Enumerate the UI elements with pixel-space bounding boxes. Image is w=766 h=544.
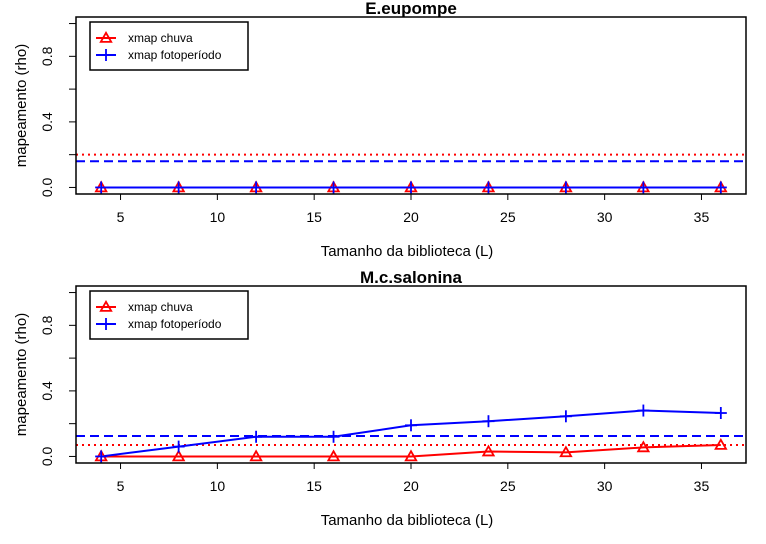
data-point-fotoperiodo: [405, 419, 417, 432]
data-point-chuva: [171, 449, 186, 462]
x-tick-label: 20: [403, 478, 419, 494]
x-tick-label: 30: [597, 209, 613, 225]
y-axis-label: mapeamento (rho): [13, 44, 30, 167]
chart-panel-1: E.eupompe 5 10 15 20 25 30 35 0.0 0.4 0.8 Tamanho d…: [13, 0, 747, 260]
chart-title: E.eupompe: [365, 0, 457, 18]
x-tick-label: 10: [210, 478, 226, 494]
data-point-fotoperiodo: [405, 181, 417, 194]
data-point-fotoperiodo: [95, 181, 108, 194]
data-point-fotoperiodo: [482, 181, 495, 194]
legend: xmap chuva xmap fotoperíodo: [89, 21, 249, 71]
data-point-fotoperiodo: [327, 181, 340, 194]
data-point-chuva: [714, 437, 728, 450]
data-point-chuva: [404, 449, 418, 462]
legend-label-chuva: xmap chuva: [128, 300, 193, 314]
legend-marker-chuva: [99, 299, 113, 312]
data-point-fotoperiodo: [559, 181, 572, 194]
x-tick-label: 35: [694, 478, 710, 494]
legend-marker-chuva: [99, 30, 113, 43]
x-tick-label: 15: [306, 478, 322, 494]
legend-marker-fotoperiodo: [100, 318, 112, 330]
legend: xmap chuva xmap fotoperíodo: [89, 290, 249, 340]
series-line-chuva: [101, 443, 721, 458]
chart-title: M.c.salonina: [360, 268, 463, 287]
data-point-fotoperiodo: [172, 181, 185, 194]
data-point-chuva: [326, 449, 341, 462]
x-tick-label: 5: [117, 478, 125, 494]
x-tick-label: 30: [597, 478, 613, 494]
data-point-fotoperiodo: [482, 415, 495, 428]
legend-label-chuva: xmap chuva: [128, 31, 193, 45]
x-tick-label: 25: [500, 209, 516, 225]
y-tick-label: 0.4: [39, 112, 55, 132]
y-tick-label: 0.0: [39, 178, 55, 198]
data-point-fotoperiodo: [559, 410, 572, 423]
x-tick-label: 5: [117, 209, 125, 225]
y-tick-label: 0.8: [39, 315, 55, 335]
x-tick-label: 20: [403, 209, 419, 225]
legend-box: [89, 21, 249, 71]
data-point-fotoperiodo: [637, 404, 650, 417]
legend-label-fotoperiodo: xmap fotoperíodo: [128, 48, 222, 62]
x-tick-label: 25: [500, 478, 516, 494]
data-point-chuva: [559, 445, 573, 458]
x-tick-label: 35: [694, 209, 710, 225]
y-tick-label: 0.0: [39, 447, 55, 467]
x-tick-label: 10: [210, 209, 226, 225]
x-tick-label: 15: [306, 209, 322, 225]
data-point-fotoperiodo: [250, 430, 263, 443]
y-tick-label: 0.8: [39, 46, 55, 66]
data-point-chuva: [249, 449, 263, 462]
data-point-fotoperiodo: [172, 440, 185, 453]
data-point-chuva: [481, 444, 496, 457]
y-axis-label: mapeamento (rho): [13, 313, 30, 436]
data-point-fotoperiodo: [95, 450, 108, 463]
data-point-fotoperiodo: [327, 430, 340, 443]
legend-label-fotoperiodo: xmap fotoperíodo: [128, 317, 222, 331]
data-point-fotoperiodo: [714, 407, 727, 420]
data-point-fotoperiodo: [250, 181, 263, 194]
data-point-fotoperiodo: [637, 181, 650, 194]
data-point-chuva: [636, 440, 651, 453]
data-point-fotoperiodo: [714, 181, 727, 194]
x-axis-label: Tamanho da biblioteca (L): [321, 243, 494, 260]
y-tick-label: 0.4: [39, 381, 55, 401]
legend-box: [89, 290, 249, 340]
chart-panel-2: M.c.salonina 5 10 15 20 25 30 35 0.0 0.4 0.8 Tamanh…: [13, 268, 747, 529]
x-axis-label: Tamanho da biblioteca (L): [321, 512, 494, 529]
legend-marker-fotoperiodo: [100, 49, 112, 61]
